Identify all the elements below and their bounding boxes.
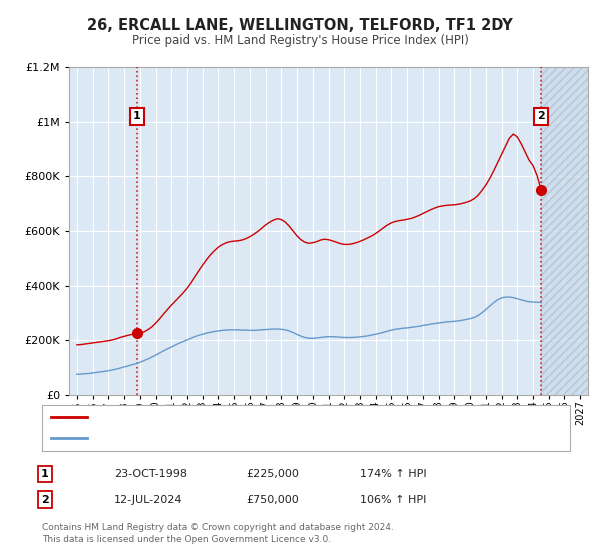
Text: 1: 1 xyxy=(41,469,49,479)
Text: 12-JUL-2024: 12-JUL-2024 xyxy=(114,494,182,505)
Text: £225,000: £225,000 xyxy=(246,469,299,479)
Text: 26, ERCALL LANE, WELLINGTON, TELFORD, TF1 2DY: 26, ERCALL LANE, WELLINGTON, TELFORD, TF… xyxy=(87,18,513,32)
Text: 2: 2 xyxy=(538,111,545,122)
Text: £750,000: £750,000 xyxy=(246,494,299,505)
Text: HPI: Average price, detached house, Telford and Wrekin: HPI: Average price, detached house, Telf… xyxy=(93,433,397,444)
Text: 2: 2 xyxy=(41,494,49,505)
Text: Contains HM Land Registry data © Crown copyright and database right 2024.
This d: Contains HM Land Registry data © Crown c… xyxy=(42,522,394,544)
Text: 23-OCT-1998: 23-OCT-1998 xyxy=(114,469,187,479)
Text: 1: 1 xyxy=(133,111,140,122)
Text: 174% ↑ HPI: 174% ↑ HPI xyxy=(360,469,427,479)
Text: 106% ↑ HPI: 106% ↑ HPI xyxy=(360,494,427,505)
Text: Price paid vs. HM Land Registry's House Price Index (HPI): Price paid vs. HM Land Registry's House … xyxy=(131,34,469,48)
Text: 26, ERCALL LANE, WELLINGTON, TELFORD, TF1 2DY (detached house): 26, ERCALL LANE, WELLINGTON, TELFORD, TF… xyxy=(93,412,476,422)
Bar xyxy=(541,67,588,395)
